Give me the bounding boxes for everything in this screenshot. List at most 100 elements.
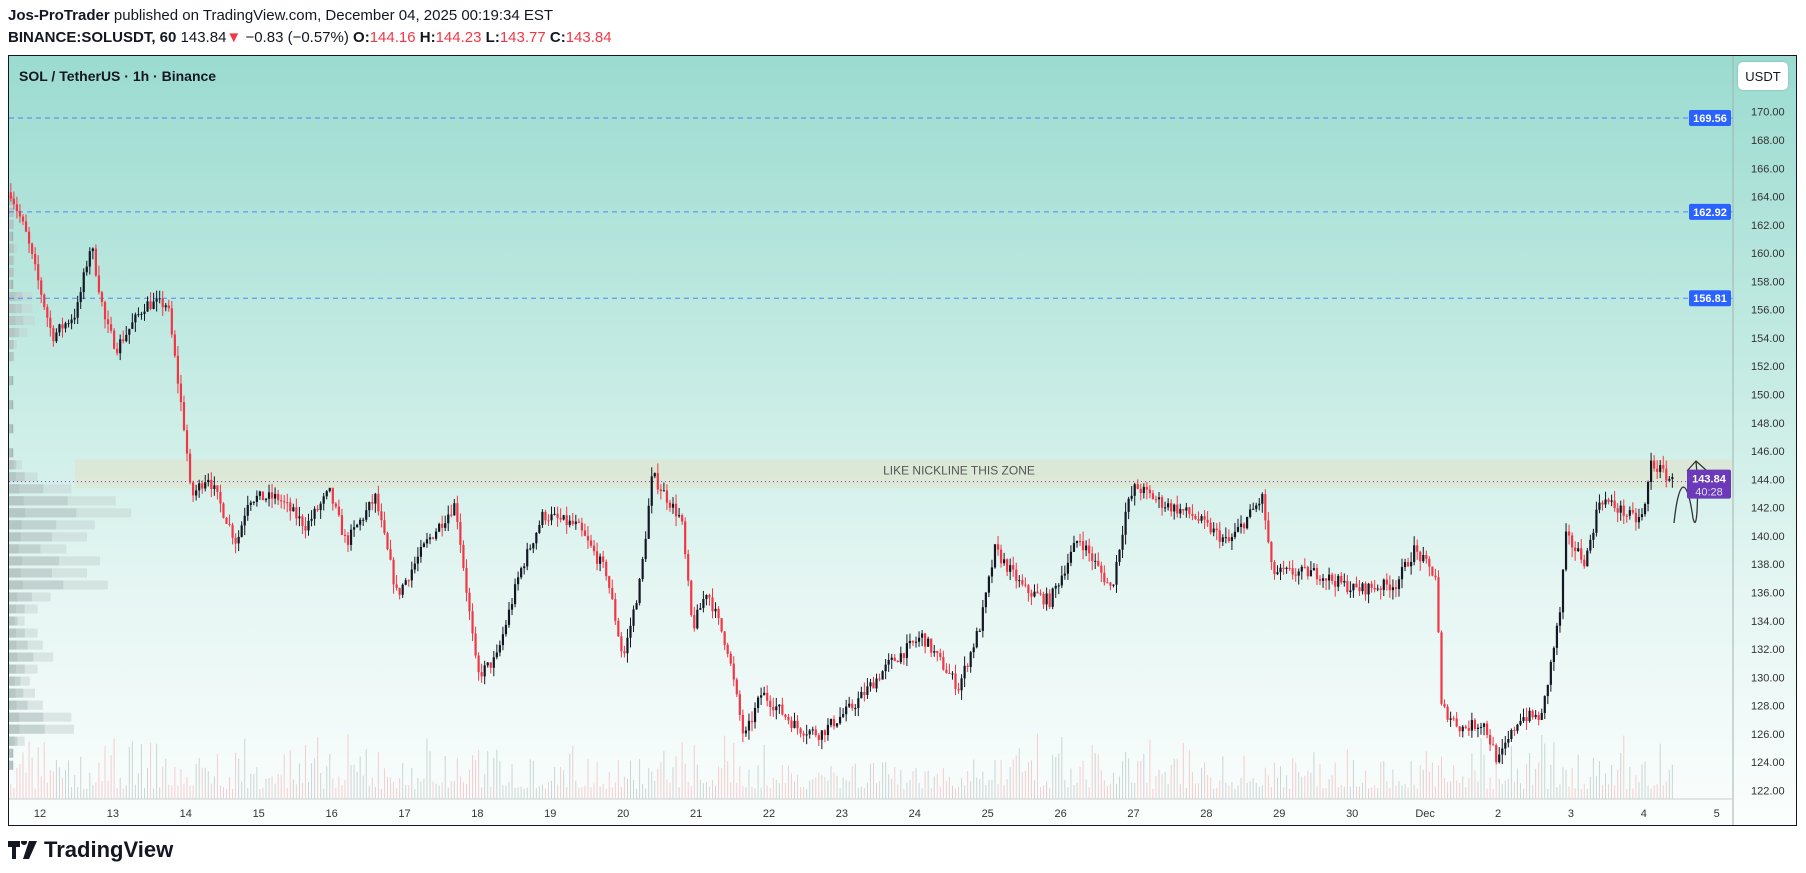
volume-bar: [426, 738, 428, 799]
volume-bar: [478, 749, 480, 799]
candle-body: [447, 514, 450, 524]
candle-body: [67, 323, 70, 325]
candle-body: [1294, 574, 1297, 576]
candle-body: [191, 482, 195, 496]
volume-bar: [195, 763, 197, 799]
volume-bar: [487, 751, 489, 799]
volume-bar: [1425, 751, 1427, 799]
volume-bar: [1671, 764, 1673, 799]
time-tick-label: 21: [690, 808, 702, 820]
candle-body: [620, 636, 623, 652]
volume-bar: [1483, 754, 1485, 799]
volume-bar: [930, 787, 932, 799]
candle-body: [1646, 482, 1650, 505]
open-label: O:: [353, 29, 370, 46]
candle-body: [1653, 460, 1656, 469]
candle-body: [674, 503, 678, 517]
time-tick-label: 18: [471, 808, 483, 820]
volume-bar: [1207, 774, 1209, 799]
volume-bar: [1611, 764, 1613, 799]
candle-body: [331, 487, 334, 504]
volume-bar: [68, 760, 70, 799]
time-tick-label: 14: [180, 808, 192, 820]
candle-body: [562, 515, 565, 520]
candle-body: [580, 522, 583, 531]
candle-body: [1033, 591, 1036, 597]
candle-body: [310, 518, 313, 521]
candle-body: [1461, 726, 1464, 732]
volume-bar: [872, 762, 874, 799]
volume-bar: [16, 768, 18, 799]
volume-bar: [150, 742, 152, 799]
candle-body: [407, 580, 410, 582]
volume-bar: [581, 787, 583, 799]
volume-bar: [435, 783, 437, 799]
volume-bar: [192, 785, 194, 799]
candle-body: [1479, 726, 1483, 728]
volume-bar: [1237, 785, 1239, 799]
tradingview-logo[interactable]: TradingView: [8, 837, 173, 863]
candle-body: [349, 529, 353, 545]
volume-bar: [681, 742, 683, 799]
volume-bar: [672, 767, 674, 799]
volume-bar: [879, 781, 881, 799]
chart-canvas[interactable]: LIKE NICKLINE THIS ZONE 122.00 124.00 126.0…: [9, 56, 1797, 826]
volume-bar: [1656, 784, 1658, 799]
candle-body: [729, 653, 732, 664]
candle-body: [1589, 539, 1592, 551]
candle-body: [1586, 550, 1589, 567]
volume-bar: [353, 764, 355, 799]
candle-body: [210, 479, 213, 490]
candle-body: [1297, 571, 1300, 576]
volume-bar: [89, 772, 91, 799]
volume-bar: [508, 781, 510, 799]
candle-body: [155, 299, 158, 302]
volume-bar: [541, 784, 543, 799]
candle-body: [374, 493, 377, 504]
candle-body: [608, 576, 611, 588]
volume-bar: [301, 782, 303, 799]
volume-bar: [1176, 758, 1178, 799]
volume-bar: [1067, 787, 1069, 799]
candle-body: [1003, 559, 1006, 564]
candle-body: [1112, 584, 1115, 586]
volume-bar: [1343, 786, 1345, 799]
volume-bar: [332, 778, 334, 799]
volume-bar: [1553, 742, 1555, 799]
time-tick-label: 5: [1714, 808, 1720, 820]
volume-bar: [620, 786, 622, 799]
candle-body: [128, 328, 131, 335]
low-value: 143.77: [499, 29, 546, 46]
price-tick-label: 136.00: [1751, 587, 1785, 599]
candle-body: [1671, 477, 1674, 480]
candle-body: [878, 678, 881, 680]
volume-bar: [65, 770, 67, 799]
candle-body: [501, 634, 505, 646]
candle-body: [170, 308, 173, 335]
volume-bar: [617, 760, 619, 799]
volume-bar: [1468, 778, 1470, 799]
volume-bar: [775, 779, 777, 799]
candle-body: [1489, 734, 1492, 745]
volume-bar: [1122, 761, 1124, 799]
candle-body: [450, 514, 453, 516]
candle-body: [1261, 494, 1264, 504]
volume-bar: [948, 776, 950, 799]
time-tick-label: Dec: [1415, 808, 1435, 820]
candle-body: [1388, 584, 1391, 591]
currency-button[interactable]: USDT: [1738, 62, 1788, 90]
volume-bar: [554, 767, 556, 799]
volume-bar: [222, 786, 224, 799]
author[interactable]: Jos-ProTrader: [8, 7, 110, 24]
volume-bar: [226, 788, 228, 799]
volume-profile-bar: [9, 400, 12, 410]
volume-bar: [642, 783, 644, 799]
candle-body: [431, 537, 435, 539]
volume-bar: [1125, 751, 1127, 799]
candle-body: [550, 514, 553, 521]
candle-body: [1522, 717, 1525, 721]
candle-body: [1009, 565, 1012, 572]
candle-body: [234, 537, 237, 544]
chart-panel[interactable]: LIKE NICKLINE THIS ZONE 122.00 124.00 126.0…: [8, 55, 1797, 826]
candle-body: [380, 511, 383, 521]
